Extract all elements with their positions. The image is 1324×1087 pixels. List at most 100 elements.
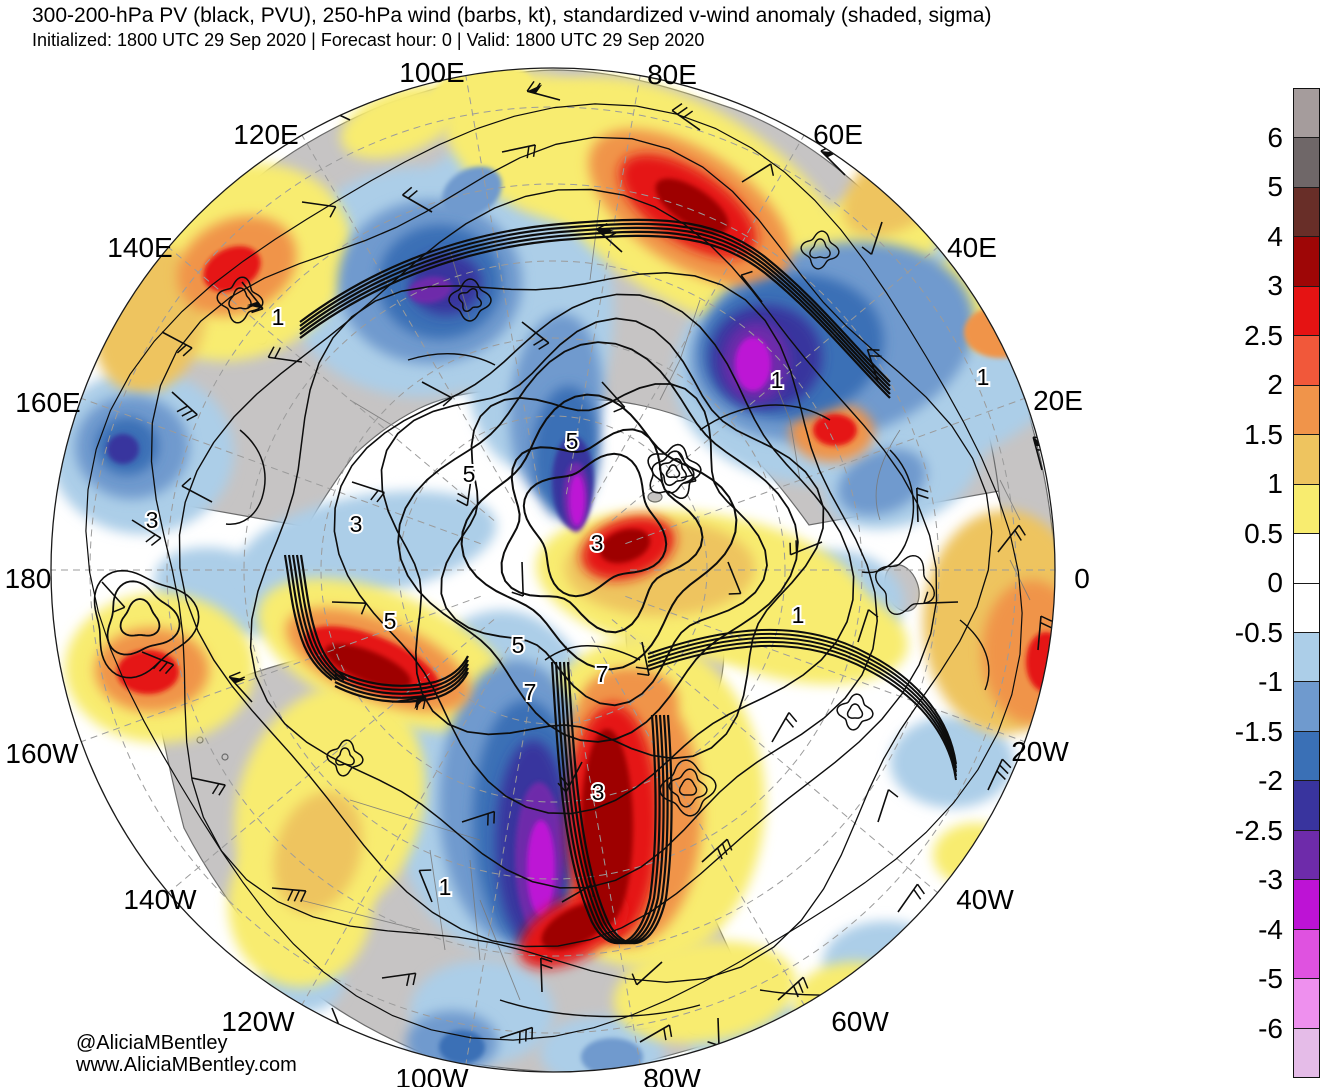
pv-contour-ring <box>119 598 161 637</box>
anomaly-blob <box>324 643 412 689</box>
pv-contour-ring <box>668 768 708 808</box>
longitude-label: 60E <box>813 119 863 150</box>
anomaly-blob <box>340 85 460 159</box>
colorbar-tick-label: -3 <box>1258 864 1283 895</box>
contour-value-labels: 5 5 3 3 1 1 5 7 7 1 3 1 5 1 3 <box>144 302 992 902</box>
colorbar-segment <box>1294 434 1319 484</box>
wind-barb <box>228 671 253 703</box>
colorbar-tick-label: -0.5 <box>1234 616 1283 648</box>
meridian-line <box>565 75 641 495</box>
wind-barb <box>131 519 162 546</box>
pv-jet-contour <box>283 554 333 681</box>
pv-contour <box>499 999 701 1018</box>
pv-contour-ring <box>448 278 492 322</box>
pv-jet-contour <box>334 655 469 687</box>
pv-contour-ring <box>228 287 252 310</box>
wind-barb <box>540 957 553 993</box>
latitude-circle <box>320 337 786 803</box>
longitude-label: 80W <box>643 1063 701 1087</box>
wind-barb <box>777 976 809 1001</box>
wind-barb <box>877 789 899 823</box>
longitude-label: 100E <box>399 57 464 88</box>
colorbar-tick-label: -6 <box>1258 1012 1283 1044</box>
anomaly-blob <box>107 434 139 464</box>
pv-contour-label: 1 <box>439 874 452 900</box>
colorbar-segment <box>1294 978 1319 1028</box>
wind-barb <box>267 346 303 363</box>
meridian-line <box>611 619 938 894</box>
wind-barb <box>789 540 823 556</box>
longitude-label: 140E <box>107 232 172 263</box>
colorbar-segment <box>1294 730 1319 781</box>
anomaly-blob <box>408 276 452 304</box>
map-subtitle: Initialized: 1800 UTC 29 Sep 2020 | Fore… <box>32 30 705 50</box>
colorbar-segment <box>1294 137 1319 187</box>
pv-contour-ring <box>460 393 738 671</box>
anomaly-blob <box>581 729 633 925</box>
anomaly-shading <box>51 68 1055 1072</box>
pv-jet-contour <box>334 667 469 699</box>
wind-barb <box>557 761 583 793</box>
pv-contour-ring <box>106 580 181 656</box>
wind-barbs <box>101 80 1053 1053</box>
wind-barb <box>639 1024 673 1043</box>
meridian-line <box>465 75 541 495</box>
meridian-line <box>625 397 1025 545</box>
anomaly-blob <box>441 166 503 218</box>
pv-contour-ring <box>874 554 936 616</box>
longitude-label: 20E <box>1033 385 1083 416</box>
pv-contour-ring <box>85 103 1023 1041</box>
meridian-line <box>81 595 481 743</box>
wind-barb <box>916 487 929 523</box>
colorbar-tick-label: -1 <box>1258 666 1283 697</box>
anomaly-blob <box>273 791 363 913</box>
anomaly-blob <box>813 414 857 446</box>
longitude-label: 40E <box>947 232 997 263</box>
pv-jet-contour <box>334 663 469 695</box>
pv-jet-contour <box>647 632 957 769</box>
pv-contour-label: 3 <box>592 779 605 805</box>
pv-contour-label: 5 <box>463 461 476 487</box>
pv-contour <box>407 352 496 366</box>
pv-contour-ring <box>397 341 799 743</box>
colorbar-segment <box>1294 582 1319 632</box>
pv-contour-ring <box>380 317 825 760</box>
wind-barb <box>241 281 264 314</box>
pv-contour-label: 3 <box>591 530 604 556</box>
wind-barb <box>727 561 742 595</box>
pv-jet-contour <box>334 671 469 703</box>
wind-barb <box>635 641 650 676</box>
wind-barb <box>381 972 417 987</box>
wind-barb <box>771 712 798 743</box>
longitude-label: 160W <box>5 738 79 769</box>
wind-barb <box>561 884 595 903</box>
colorbar-tick-label: -4 <box>1258 913 1283 945</box>
pv-contours <box>85 103 1023 1041</box>
meridian-line <box>168 619 495 894</box>
colorbar-tick-label: 1 <box>1267 468 1283 499</box>
pv-contour-ring <box>457 287 483 313</box>
meridian-line <box>591 636 805 1005</box>
anomaly-blob <box>613 940 797 1044</box>
pv-jet-contour <box>299 222 891 387</box>
pv-jet-contour <box>287 554 337 681</box>
colorbar-tick-label: 2.5 <box>1244 319 1283 351</box>
colorbar-segment <box>1294 384 1319 435</box>
pv-contour <box>225 429 266 525</box>
anomaly-blob <box>527 820 555 916</box>
wind-barb <box>596 222 623 253</box>
pv-jet-contour <box>295 554 345 681</box>
pv-contour <box>959 619 990 691</box>
wind-barb <box>857 609 879 643</box>
anomaly-blob <box>933 823 1017 887</box>
colorbar-segment <box>1294 681 1319 731</box>
pv-contour-ring <box>249 272 878 889</box>
pv-contour-label: 5 <box>384 608 397 634</box>
wind-barb <box>866 348 882 383</box>
pv-contour <box>861 449 915 574</box>
meridian-line <box>81 397 481 545</box>
pv-jet-contour <box>299 230 891 395</box>
